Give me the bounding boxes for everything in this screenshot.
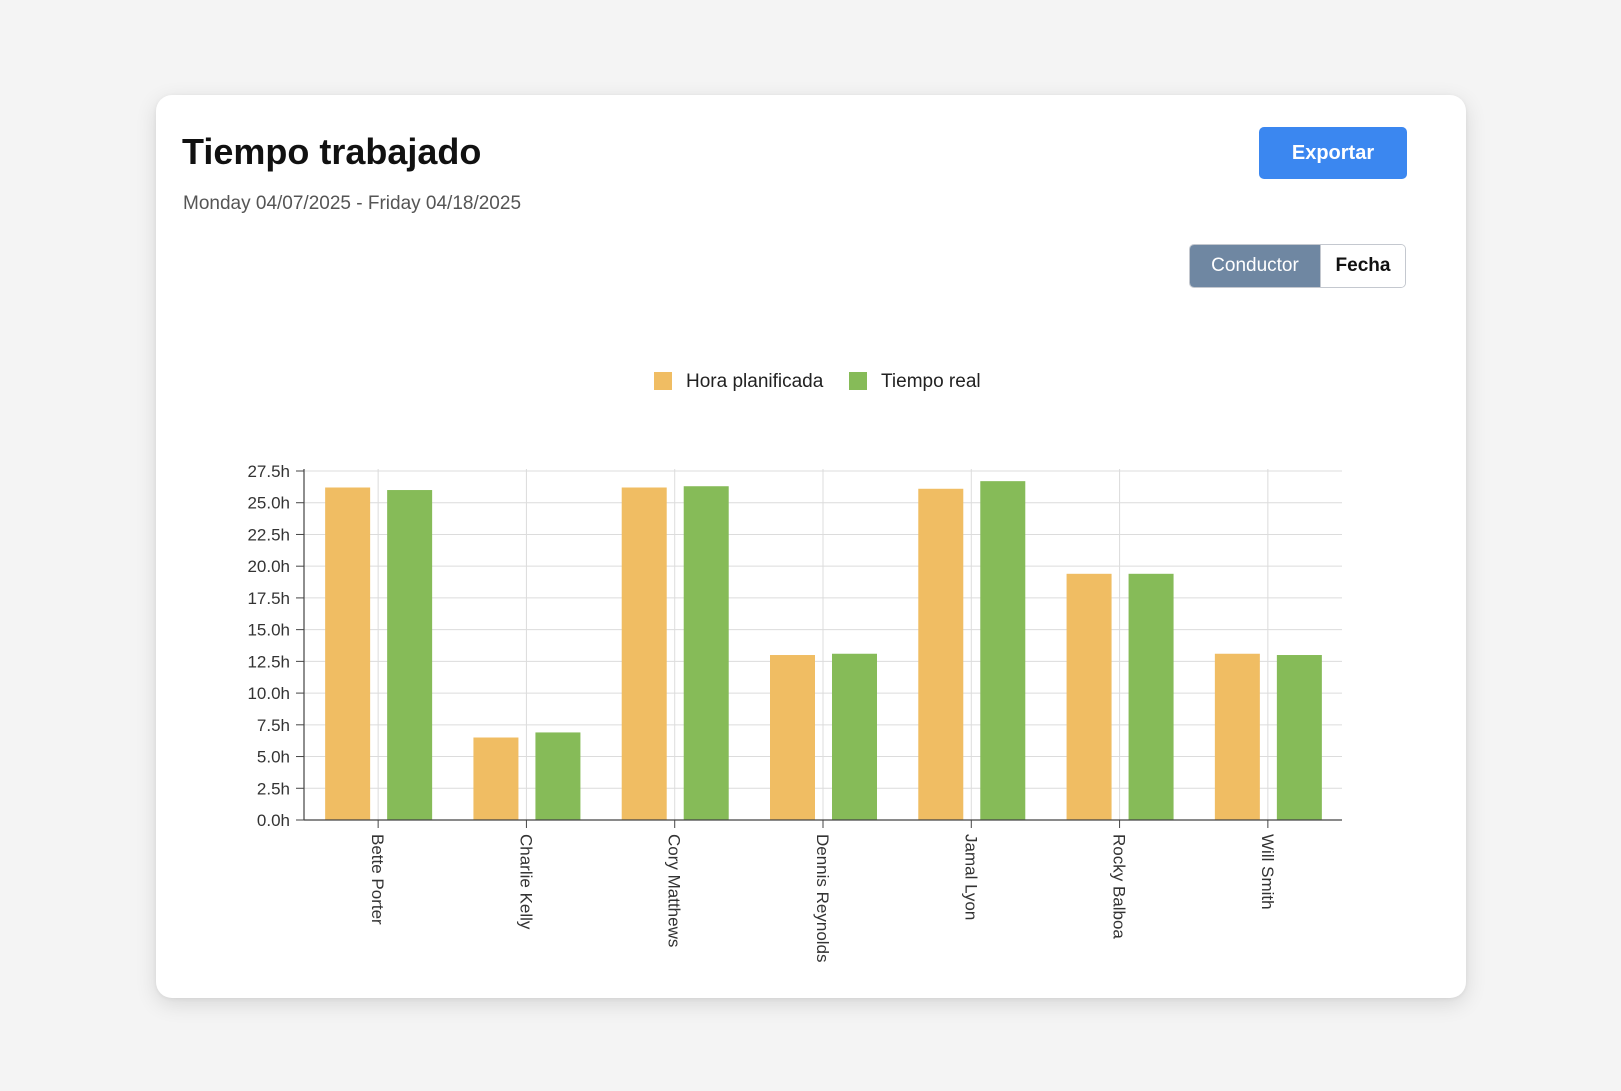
bar-actual-6[interactable]: [1276, 655, 1322, 820]
bar-planned-2[interactable]: [621, 487, 667, 820]
bar-planned-1[interactable]: [473, 737, 519, 820]
bar-planned-3[interactable]: [770, 655, 815, 820]
x-tick-label: Dennis Reynolds: [813, 834, 832, 963]
y-tick-label: 22.5h: [247, 525, 290, 544]
x-tick-label: Charlie Kelly: [516, 834, 535, 930]
bar-planned-4[interactable]: [918, 488, 964, 820]
bar-actual-5[interactable]: [1128, 573, 1174, 820]
bar-chart: Hora planificada Tiempo real 0.0h 2.5h 5.0h…: [247, 371, 1342, 963]
x-tick-label: Bette Porter: [368, 834, 387, 925]
page-title: Tiempo trabajado: [182, 131, 482, 172]
y-tick-label: 10.0h: [247, 684, 290, 703]
bar-actual-4[interactable]: [980, 481, 1026, 820]
y-tick-label: 7.5h: [257, 716, 290, 735]
chart-bars: [325, 481, 1322, 820]
bar-actual-1[interactable]: [535, 732, 581, 820]
x-tick-label: Jamal Lyon: [961, 834, 980, 920]
y-tick-label: 27.5h: [247, 462, 290, 481]
bar-actual-3[interactable]: [832, 653, 877, 820]
y-tick-label: 15.0h: [247, 621, 290, 640]
date-range: Monday 04/07/2025 - Friday 04/18/2025: [183, 193, 522, 214]
worked-time-card: Tiempo trabajado Monday 04/07/2025 - Fri…: [156, 95, 1466, 998]
legend-label-0[interactable]: Hora planificada: [686, 371, 824, 392]
export-button[interactable]: Exportar: [1259, 127, 1407, 179]
x-axis-ticks: Bette Porter Charlie Kelly Cory Matthews De…: [368, 820, 1277, 963]
bar-planned-5[interactable]: [1066, 573, 1112, 820]
toggle-fecha[interactable]: Fecha: [1320, 245, 1405, 287]
y-tick-label: 20.0h: [247, 557, 290, 576]
y-tick-label: 25.0h: [247, 494, 290, 513]
x-tick-label: Rocky Balboa: [1110, 834, 1129, 939]
legend-label-1[interactable]: Tiempo real: [881, 371, 981, 392]
y-tick-label: 2.5h: [257, 779, 290, 798]
toggle-conductor[interactable]: Conductor: [1190, 245, 1320, 287]
x-tick-label: Cory Matthews: [665, 834, 684, 947]
bar-planned-0[interactable]: [325, 487, 371, 820]
chart-grid: [304, 469, 1342, 821]
legend-swatch-0[interactable]: [654, 372, 672, 390]
bar-actual-0[interactable]: [387, 490, 433, 820]
y-tick-label: 0.0h: [257, 811, 290, 830]
legend-swatch-1[interactable]: [849, 372, 867, 390]
y-tick-label: 17.5h: [247, 589, 290, 608]
y-axis-ticks: 0.0h 2.5h 5.0h 7.5h 10.0h 12.5h 15.0h 17.5h 20.0…: [247, 462, 304, 830]
bar-actual-2[interactable]: [683, 486, 729, 820]
chart-legend: Hora planificada Tiempo real: [654, 371, 981, 392]
x-tick-label: Will Smith: [1258, 834, 1277, 910]
y-tick-label: 12.5h: [247, 652, 290, 671]
y-tick-label: 5.0h: [257, 748, 290, 767]
bar-planned-6[interactable]: [1214, 653, 1260, 820]
view-toggle: Conductor Fecha: [1189, 244, 1406, 288]
